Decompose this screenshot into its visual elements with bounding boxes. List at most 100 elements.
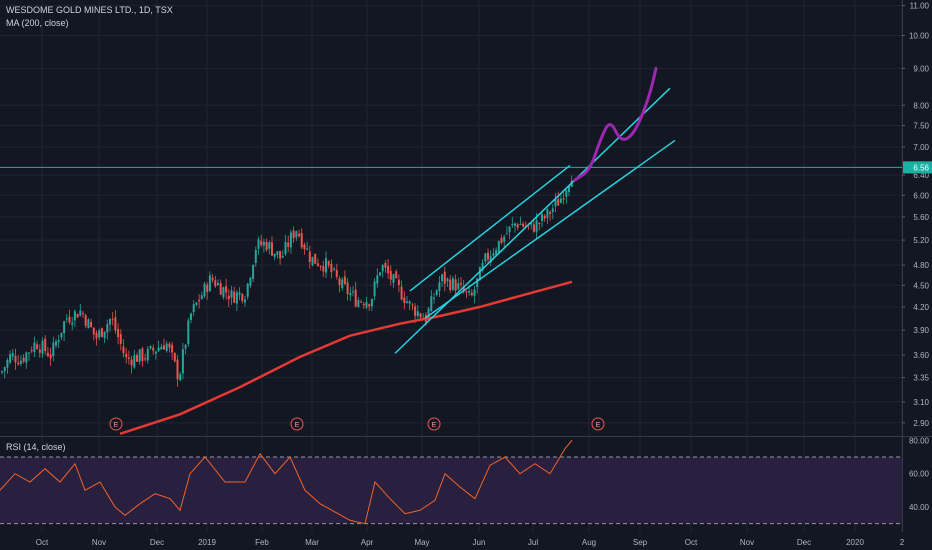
- candle-body: [217, 283, 219, 286]
- candle-body: [141, 348, 144, 361]
- candle-body: [314, 253, 317, 264]
- candle-body: [173, 352, 176, 362]
- candle-body: [262, 241, 265, 246]
- earnings-marker-label: E: [114, 422, 119, 429]
- chart-title[interactable]: WESDOME GOLD MINES LTD., 1D, TSX: [6, 5, 173, 15]
- candle-body: [419, 313, 422, 318]
- candle-body: [495, 250, 498, 256]
- candle-body: [341, 279, 344, 289]
- price-axis-label: 4.50: [913, 281, 929, 290]
- candle-body: [397, 279, 400, 285]
- price-axis-label: 3.10: [913, 398, 929, 407]
- candle-body: [265, 241, 268, 250]
- candle-body: [414, 306, 417, 316]
- candle-body: [100, 328, 103, 337]
- rsi-legend[interactable]: RSI (14, close): [6, 442, 66, 452]
- candle-body: [219, 283, 222, 295]
- channel-lines[interactable]: [394, 87, 676, 354]
- candle-body: [500, 237, 503, 244]
- candle-body: [1, 371, 3, 373]
- earnings-marker-label: E: [596, 422, 601, 429]
- candle-body: [133, 355, 136, 368]
- projection-path[interactable]: [573, 66, 658, 182]
- candle-body: [6, 360, 9, 368]
- candle-body: [473, 289, 476, 296]
- candle-body: [489, 256, 492, 263]
- ma-legend[interactable]: MA (200, close): [6, 18, 69, 28]
- candle-body: [14, 356, 17, 363]
- candle-body: [338, 278, 341, 285]
- candle-body: [333, 268, 336, 270]
- candle-body: [303, 244, 306, 250]
- candle-body: [38, 349, 41, 353]
- candle-body: [381, 265, 384, 272]
- candle-body: [460, 283, 462, 285]
- price-axis-label: 5.20: [913, 236, 929, 245]
- candle-body: [138, 349, 141, 362]
- candle-body: [384, 262, 387, 268]
- candle-body: [3, 367, 6, 372]
- candle-body: [82, 313, 84, 315]
- candle-body: [316, 263, 319, 266]
- candle-body: [87, 319, 90, 329]
- candle-body: [33, 342, 36, 352]
- candle-body: [551, 208, 554, 212]
- rsi-axis-label: 40.00: [909, 503, 930, 512]
- candle-body: [181, 349, 184, 374]
- candle-body: [322, 266, 325, 272]
- candle-body: [114, 317, 117, 331]
- price-axis-label: 6.00: [913, 191, 929, 200]
- candle-body: [171, 344, 174, 353]
- earnings-marker: [290, 417, 304, 431]
- candle-body: [184, 344, 187, 349]
- candle-body: [79, 310, 82, 316]
- time-axis-label: Sep: [633, 538, 648, 547]
- candle-body: [505, 233, 508, 235]
- candle-body: [306, 248, 309, 250]
- time-axis[interactable]: Oct Nov Dec 2019 Feb Mar Apr May Jun Jul Aug Sep Oct…: [36, 538, 905, 547]
- time-axis-label: Oct: [685, 538, 698, 547]
- candle-body: [284, 242, 287, 255]
- earnings-marker-label: E: [432, 422, 437, 429]
- candle-body: [57, 340, 60, 343]
- price-axis-label: 8.00: [913, 101, 929, 110]
- candle-body: [125, 353, 128, 358]
- candle-body: [295, 231, 298, 238]
- candle-body: [119, 334, 122, 344]
- candle-body: [403, 297, 406, 304]
- candle-body: [379, 272, 381, 276]
- candle-body: [238, 292, 241, 295]
- candle-body: [406, 301, 408, 303]
- candle-body: [268, 242, 271, 249]
- candle-body: [279, 251, 282, 259]
- time-axis-label: Apr: [361, 538, 374, 547]
- candle-body: [95, 332, 98, 339]
- price-axis[interactable]: 11.00 10.00 9.00 8.00 7.50 7.00 6.40 6.00 5.60 5.…: [902, 2, 930, 428]
- candle-body: [106, 324, 109, 333]
- channel-line-3: [424, 139, 676, 319]
- candle-body: [565, 190, 568, 197]
- candle-body: [508, 226, 511, 233]
- rsi-axis[interactable]: 80.00 60.00 40.00: [909, 436, 930, 512]
- candle-body: [260, 240, 263, 246]
- candle-body: [36, 344, 39, 350]
- candle-body: [376, 275, 379, 284]
- candle-body: [211, 277, 214, 281]
- candle-body: [389, 270, 392, 280]
- candle-body: [230, 290, 233, 298]
- time-axis-label: 2019: [198, 538, 216, 547]
- candle-body: [157, 347, 160, 352]
- candle-body: [549, 212, 552, 214]
- rsi-axis-label: 60.00: [909, 470, 930, 479]
- candle-body: [65, 318, 68, 320]
- last-price-text: 6.56: [913, 163, 929, 172]
- candle-body: [30, 350, 33, 352]
- candle-body: [241, 293, 244, 301]
- candle-body: [203, 283, 206, 297]
- candle-body: [179, 374, 182, 381]
- candle-body: [435, 290, 438, 296]
- time-axis-label: Nov: [740, 538, 754, 547]
- candle-body: [152, 347, 155, 351]
